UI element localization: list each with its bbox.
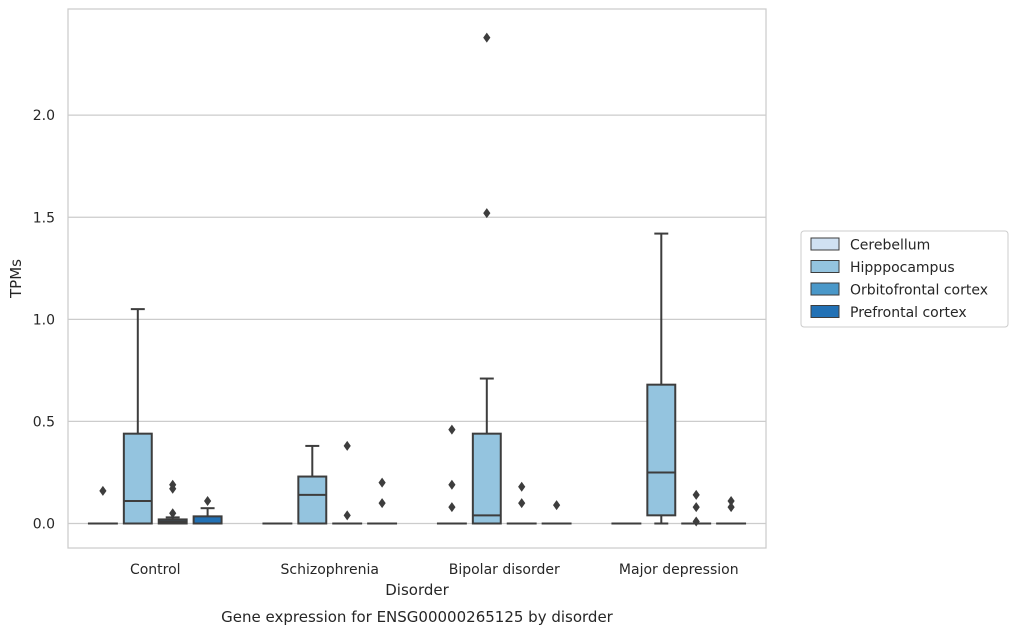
outlier-point bbox=[518, 498, 526, 509]
outlier-point bbox=[343, 440, 351, 451]
x-tick-label: Major depression bbox=[619, 562, 739, 578]
outlier-point bbox=[483, 32, 491, 43]
outlier-point bbox=[204, 496, 212, 507]
outlier-point bbox=[692, 502, 700, 513]
box-0-3 bbox=[192, 496, 223, 525]
outlier-point bbox=[692, 489, 700, 500]
legend: Cerebellum Hipppocampus Orbitofrontal cort… bbox=[800, 230, 1009, 328]
outlier-point bbox=[448, 502, 456, 513]
box-2-3 bbox=[541, 500, 572, 525]
box-body bbox=[471, 432, 502, 525]
outlier-point bbox=[727, 496, 735, 507]
legend-label: Cerebellum bbox=[850, 238, 930, 254]
outlier-point bbox=[169, 483, 177, 494]
box-1-2 bbox=[332, 440, 363, 525]
box-3-2 bbox=[681, 489, 712, 527]
box-body bbox=[122, 432, 153, 525]
y-tick-labels: 0.0 0.5 1.0 1.5 2.0 bbox=[33, 108, 55, 532]
plot-frame bbox=[67, 8, 767, 549]
legend-swatch bbox=[810, 305, 840, 318]
box-2-0 bbox=[436, 424, 467, 525]
outlier-point bbox=[448, 479, 456, 490]
x-tick-label: Bipolar disorder bbox=[449, 562, 560, 578]
legend-swatch bbox=[810, 260, 840, 273]
chart-caption: Gene expression for ENSG00000265125 by d… bbox=[221, 608, 614, 626]
box-3-1 bbox=[646, 232, 677, 525]
legend-frame bbox=[800, 230, 1009, 328]
box-1-3 bbox=[367, 477, 398, 525]
x-tick-label: Control bbox=[130, 562, 181, 578]
box-0-1 bbox=[122, 308, 153, 525]
x-axis-label: Disorder bbox=[385, 581, 449, 599]
box-body bbox=[646, 383, 677, 517]
legend-label: Prefrontal cortex bbox=[850, 305, 967, 321]
outlier-point bbox=[483, 208, 491, 219]
y-tick-label: 2.0 bbox=[33, 108, 55, 124]
y-axis-label: TPMs bbox=[7, 259, 25, 299]
outlier-point bbox=[692, 516, 700, 527]
outlier-point bbox=[99, 485, 107, 496]
outlier-point bbox=[518, 481, 526, 492]
y-tick-label: 0.0 bbox=[33, 517, 55, 533]
x-tick-label: Schizophrenia bbox=[281, 562, 379, 578]
y-tick-label: 0.5 bbox=[33, 414, 55, 430]
y-tick-label: 1.0 bbox=[33, 312, 55, 328]
outlier-point bbox=[448, 424, 456, 435]
box-0-2 bbox=[157, 479, 188, 525]
box-1-1 bbox=[297, 444, 328, 525]
box-2-2 bbox=[506, 481, 537, 525]
legend-label: Orbitofrontal cortex bbox=[850, 283, 988, 299]
outlier-point bbox=[378, 498, 386, 509]
outlier-point bbox=[169, 508, 177, 519]
box-plot-marks bbox=[87, 32, 747, 527]
box-2-1 bbox=[471, 32, 502, 525]
box-body bbox=[192, 515, 223, 525]
outlier-point bbox=[553, 500, 561, 511]
box-body bbox=[297, 475, 328, 525]
legend-swatch bbox=[810, 237, 840, 251]
outlier-point bbox=[378, 477, 386, 488]
outlier-point bbox=[727, 502, 735, 513]
y-tick-label: 1.5 bbox=[33, 210, 55, 226]
outlier-point bbox=[343, 510, 351, 521]
legend-swatch bbox=[810, 282, 840, 296]
legend-label: Hipppocampus bbox=[850, 260, 955, 276]
x-tick-labels: Control Schizophrenia Bipolar disorder Majo… bbox=[130, 562, 739, 578]
box-0-0 bbox=[87, 485, 118, 525]
box-3-3 bbox=[716, 496, 747, 525]
